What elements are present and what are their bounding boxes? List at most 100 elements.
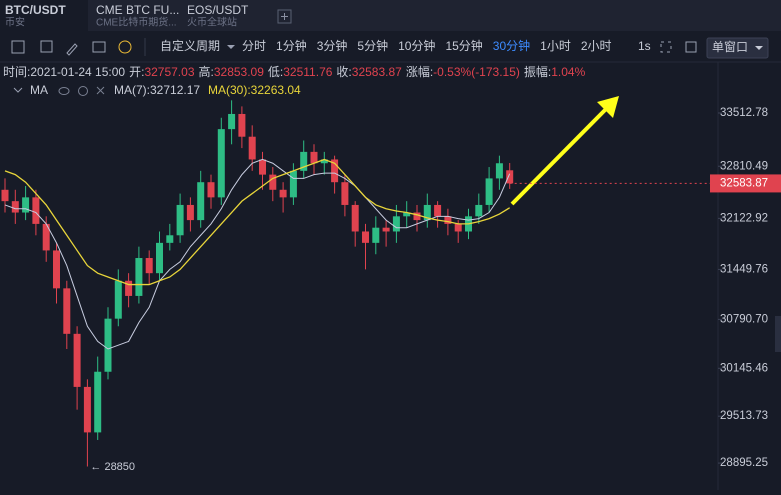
period[interactable]: 30分钟 [493, 38, 530, 53]
icon[interactable] [660, 41, 672, 53]
info-value: 2021-01-24 15:00 [30, 65, 125, 79]
icon[interactable] [66, 43, 78, 56]
ma7-label: MA(7):32712.17 [114, 83, 200, 97]
info-value: -0.53%(-173.15) [433, 65, 520, 79]
icons [660, 41, 697, 53]
tab-sub: CME比特币期货... [96, 16, 177, 29]
ma30-label: MA(30):32263.04 [208, 83, 301, 97]
collapse[interactable] [13, 87, 23, 93]
y-tick-label: 28895.25 [720, 457, 768, 469]
icon[interactable] [58, 87, 70, 95]
candle-body [259, 159, 266, 175]
period[interactable]: 分时 [242, 39, 266, 53]
period[interactable]: 1小时 [540, 39, 571, 53]
candle-body [423, 204, 431, 221]
tool-icons [11, 40, 132, 56]
candle-body [248, 136, 256, 160]
tab-sub: 币安 [5, 16, 25, 29]
window-select[interactable] [706, 37, 769, 59]
candle-body [506, 170, 514, 184]
candle-body [32, 197, 40, 224]
info-label: 振幅: [524, 64, 551, 79]
ma-line [4, 158, 511, 350]
icon[interactable] [96, 86, 105, 95]
tab[interactable]: CME BTC FU...CME比特币期货... [96, 3, 179, 28]
candle-body [331, 159, 339, 183]
candle-body [83, 386, 91, 433]
ma-title: MA [30, 83, 48, 97]
info-label: 收: [336, 65, 351, 79]
period[interactable]: 1分钟 [276, 38, 307, 53]
caret [755, 46, 763, 50]
candle-body [145, 258, 153, 274]
period[interactable]: 15分钟 [445, 38, 482, 53]
info-value: 1.04% [551, 65, 585, 79]
icon[interactable] [78, 86, 88, 96]
period[interactable]: 10分钟 [398, 38, 435, 53]
arrow-head [597, 96, 619, 118]
icon[interactable] [92, 41, 106, 53]
candle-body [269, 174, 277, 190]
candle-body [63, 288, 71, 334]
y-tick-label: 29513.73 [720, 410, 768, 422]
candle-body [310, 151, 318, 164]
candle-body [351, 204, 359, 232]
tab-bar [0, 0, 781, 31]
y-tick-label: 31449.76 [720, 263, 768, 275]
candle-body [94, 371, 102, 433]
candle-body [475, 204, 483, 217]
candle-body [156, 242, 163, 274]
candle-body [42, 223, 50, 251]
info-label: 高: [199, 64, 214, 79]
candle-body [403, 212, 411, 217]
icon[interactable] [11, 40, 25, 54]
candle-body [289, 170, 297, 198]
candle-body [11, 201, 19, 213]
window-label: 单窗口 [712, 40, 748, 54]
candle-body [485, 178, 493, 205]
last-price: 32583.87 [720, 177, 768, 189]
period[interactable]: 2小时 [581, 39, 612, 53]
candle-body [495, 163, 503, 179]
candle-body [362, 231, 369, 243]
candle-body [341, 182, 349, 205]
side-handle[interactable] [775, 316, 781, 352]
candle-body [238, 113, 246, 137]
candle-body [217, 129, 225, 198]
plot [1, 100, 514, 467]
candle-body [135, 258, 143, 296]
arrow [510, 106, 609, 206]
candle-body [207, 182, 215, 198]
ma-line [4, 158, 511, 286]
add-tab[interactable] [277, 9, 292, 24]
info-label: 低: [268, 65, 283, 79]
candle-body [434, 204, 442, 217]
candle-body [300, 151, 308, 171]
speed[interactable]: 1s [638, 39, 651, 53]
candle-body [176, 204, 184, 236]
candle-body [1, 189, 9, 202]
custom-period[interactable]: 自定义周期 [160, 38, 220, 53]
annotation: ← 28850 [90, 461, 135, 473]
info-value: 32511.76 [283, 65, 332, 79]
icon[interactable] [40, 40, 53, 53]
candle-body [53, 250, 60, 289]
candle-body [228, 113, 236, 130]
period[interactable]: 5分钟 [357, 38, 388, 53]
candle-body [382, 227, 390, 232]
period[interactable]: 3分钟 [317, 38, 348, 53]
tab-title: CME BTC FU... [96, 3, 179, 17]
candle-body [392, 216, 400, 232]
icon[interactable] [118, 40, 132, 54]
y-tick-label: 30790.70 [720, 313, 768, 325]
tab-title: BTC/USDT [5, 3, 66, 17]
y-tick-label: 32122.92 [720, 212, 768, 224]
plus-icon [281, 13, 288, 20]
candle-body [104, 318, 112, 372]
icon[interactable] [685, 41, 697, 53]
info-value: 32853.09 [214, 65, 264, 79]
caret [227, 45, 235, 49]
tab-active[interactable] [0, 0, 88, 31]
